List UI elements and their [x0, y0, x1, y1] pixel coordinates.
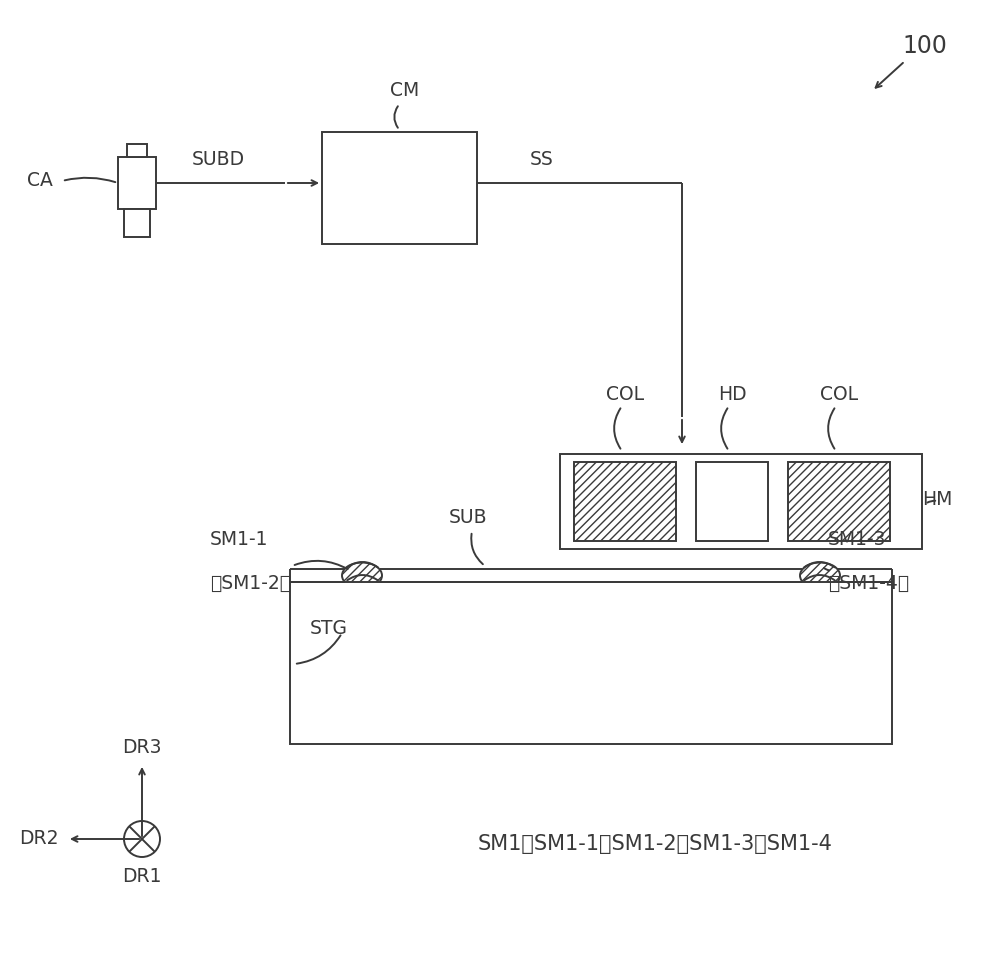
- Text: HM: HM: [922, 489, 952, 508]
- Text: SM1-1: SM1-1: [210, 530, 268, 549]
- Text: SUB: SUB: [449, 508, 487, 527]
- Bar: [788, 462, 890, 541]
- Text: CM: CM: [390, 81, 419, 100]
- Bar: [322, 132, 477, 244]
- Text: DR2: DR2: [20, 830, 59, 849]
- Text: STG: STG: [310, 620, 348, 639]
- Bar: [560, 454, 922, 549]
- Text: SUBD: SUBD: [191, 150, 245, 169]
- Text: 100: 100: [903, 34, 947, 58]
- Bar: [127, 144, 147, 157]
- Bar: [118, 157, 156, 209]
- Text: SS: SS: [530, 150, 554, 169]
- Text: SM1-3: SM1-3: [828, 530, 886, 549]
- Bar: [574, 462, 676, 541]
- Text: DR1: DR1: [122, 867, 162, 886]
- Bar: [124, 209, 150, 237]
- Text: SM1：SM1-1，SM1-2，SM1-3，SM1-4: SM1：SM1-1，SM1-2，SM1-3，SM1-4: [478, 834, 832, 854]
- Ellipse shape: [800, 563, 840, 589]
- Ellipse shape: [342, 563, 382, 589]
- Bar: [290, 582, 892, 744]
- Bar: [696, 462, 768, 541]
- Text: COL: COL: [606, 385, 644, 404]
- Text: CA: CA: [27, 172, 53, 191]
- Text: HD: HD: [718, 385, 746, 404]
- Text: DR3: DR3: [122, 738, 162, 757]
- Text: （SM1-2）: （SM1-2）: [210, 574, 291, 593]
- Text: （SM1-4）: （SM1-4）: [828, 574, 909, 593]
- Text: COL: COL: [820, 385, 858, 404]
